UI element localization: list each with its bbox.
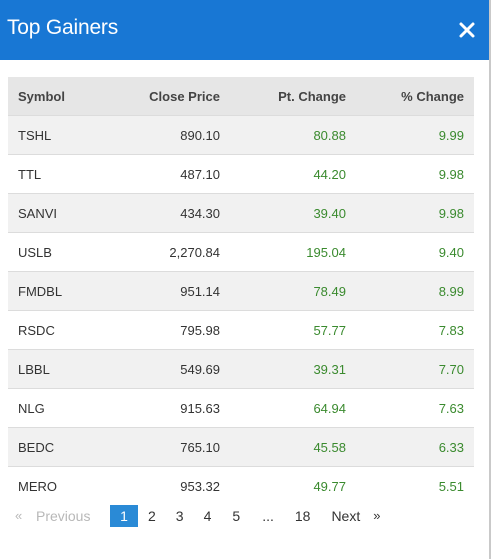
cell-pct-change: 9.98 [438, 205, 464, 221]
cell-symbol: TSHL [18, 127, 52, 143]
table-row: NLG 915.63 64.94 7.63 [8, 388, 474, 427]
cell-close-price: 890.10 [180, 127, 220, 143]
cell-symbol: USLB [18, 244, 52, 260]
header-pt-change[interactable]: Pt. Change [278, 88, 346, 104]
cell-pt-change: 49.77 [313, 478, 346, 494]
cell-pct-change: 7.63 [438, 400, 464, 416]
table-row: FMDBL 951.14 78.49 8.99 [8, 271, 474, 310]
cell-pt-change: 44.20 [313, 166, 346, 182]
cell-pct-change: 7.83 [438, 322, 464, 338]
prev-arrow-icon: « [15, 508, 23, 523]
cell-close-price: 434.30 [180, 205, 220, 221]
cell-pct-change: 9.99 [438, 127, 464, 143]
cell-pt-change: 80.88 [313, 127, 346, 143]
table-row: MERO 953.32 49.77 5.51 [8, 466, 474, 505]
cell-pt-change: 39.31 [313, 361, 346, 377]
page-1-button[interactable]: 1 [110, 505, 138, 527]
modal-title: Top Gainers [7, 16, 119, 39]
header-close-price[interactable]: Close Price [149, 88, 220, 104]
cell-symbol: FMDBL [18, 283, 63, 299]
page-3-link[interactable]: 3 [175, 508, 184, 524]
cell-symbol: SANVI [18, 205, 58, 221]
table-row: LBBL 549.69 39.31 7.70 [8, 349, 474, 388]
table-row: RSDC 795.98 57.77 7.83 [8, 310, 474, 349]
page-5-link[interactable]: 5 [232, 508, 241, 524]
cell-pct-change: 6.33 [438, 439, 464, 455]
cell-pct-change: 8.99 [438, 283, 464, 299]
pagination: « Previous 1 2 3 4 5 ... 18 Next » [15, 505, 380, 527]
cell-close-price: 915.63 [180, 400, 220, 416]
cell-symbol: TTL [18, 166, 42, 182]
cell-close-price: 953.32 [180, 478, 220, 494]
cell-pt-change: 39.40 [313, 205, 346, 221]
header-symbol[interactable]: Symbol [18, 88, 65, 104]
cell-close-price: 549.69 [180, 361, 220, 377]
cell-symbol: LBBL [18, 361, 50, 377]
table-row: TSHL 890.10 80.88 9.99 [8, 115, 474, 154]
cell-symbol: NLG [18, 400, 45, 416]
cell-pct-change: 5.51 [438, 478, 464, 494]
table-row: SANVI 434.30 39.40 9.98 [8, 193, 474, 232]
close-icon[interactable] [455, 18, 479, 42]
cell-pt-change: 64.94 [313, 400, 346, 416]
cell-close-price: 487.10 [180, 166, 220, 182]
pagination-ellipsis: ... [262, 508, 274, 524]
cell-close-price: 795.98 [180, 322, 220, 338]
cell-pt-change: 195.04 [306, 244, 346, 260]
table-header-row: Symbol Close Price Pt. Change % Change [8, 77, 474, 115]
modal-header: Top Gainers [0, 0, 489, 60]
cell-close-price: 765.10 [180, 439, 220, 455]
cell-symbol: BEDC [18, 439, 55, 455]
cell-pct-change: 9.40 [438, 244, 464, 260]
cell-close-price: 2,270.84 [169, 244, 220, 260]
cell-symbol: MERO [18, 478, 57, 494]
cell-pt-change: 78.49 [313, 283, 346, 299]
page-18-link[interactable]: 18 [294, 508, 311, 524]
table-row: TTL 487.10 44.20 9.98 [8, 154, 474, 193]
cell-pt-change: 45.58 [313, 439, 346, 455]
cell-pt-change: 57.77 [313, 322, 346, 338]
cell-pct-change: 9.98 [438, 166, 464, 182]
table-row: USLB 2,270.84 195.04 9.40 [8, 232, 474, 271]
cell-symbol: RSDC [18, 322, 55, 338]
page-4-link[interactable]: 4 [203, 508, 212, 524]
header-pct-change[interactable]: % Change [401, 88, 464, 104]
cell-pct-change: 7.70 [438, 361, 464, 377]
cell-close-price: 951.14 [180, 283, 220, 299]
next-page-link[interactable]: Next [331, 508, 361, 524]
table-row: BEDC 765.10 45.58 6.33 [8, 427, 474, 466]
page-2-link[interactable]: 2 [148, 508, 156, 524]
previous-page-link[interactable]: Previous [36, 508, 91, 524]
next-arrow-icon[interactable]: » [373, 508, 381, 523]
gainers-table: Symbol Close Price Pt. Change % Change T… [8, 77, 474, 505]
